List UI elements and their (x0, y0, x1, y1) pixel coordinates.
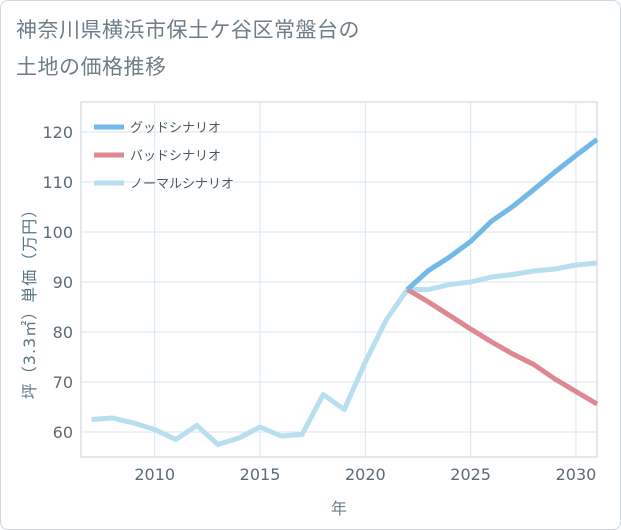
series-line-0 (405, 137, 599, 292)
series-group (91, 137, 599, 447)
x-tick-label: 2015 (240, 465, 281, 484)
series-line-2 (91, 260, 598, 447)
chart-title: 神奈川県横浜市保土ケ谷区常盤台の 土地の価格推移 (16, 12, 360, 86)
chart-title-line-1: 神奈川県横浜市保土ケ谷区常盤台の (16, 18, 360, 42)
series-line-1 (406, 287, 599, 407)
legend-label: バッドシナリオ (130, 149, 221, 164)
legend-label: ノーマルシナリオ (130, 177, 234, 192)
y-axis-label: 坪（3.3㎡）単価（万円） (20, 201, 39, 399)
y-tick-label: 120 (42, 123, 73, 142)
x-tick-label: 2030 (556, 465, 597, 484)
x-tick-label: 2025 (450, 465, 491, 484)
y-tick-label: 60 (53, 423, 73, 442)
x-tick-label: 2020 (345, 465, 386, 484)
plot-area (80, 101, 598, 458)
x-tick-label: 2010 (134, 465, 175, 484)
grid (81, 102, 597, 457)
y-tick-label: 80 (53, 323, 73, 342)
chart-title-line-2: 土地の価格推移 (16, 55, 167, 79)
x-axis-label: 年 (331, 499, 347, 518)
y-tick-label: 70 (53, 373, 73, 392)
y-tick-label: 100 (42, 223, 73, 242)
legend-label: グッドシナリオ (130, 121, 221, 136)
y-axis: 60 70 80 90 100 110 120 (42, 123, 73, 442)
y-tick-label: 110 (42, 173, 73, 192)
x-axis: 2010 2015 2020 2025 2030 (134, 465, 596, 484)
y-tick-label: 90 (53, 273, 73, 292)
